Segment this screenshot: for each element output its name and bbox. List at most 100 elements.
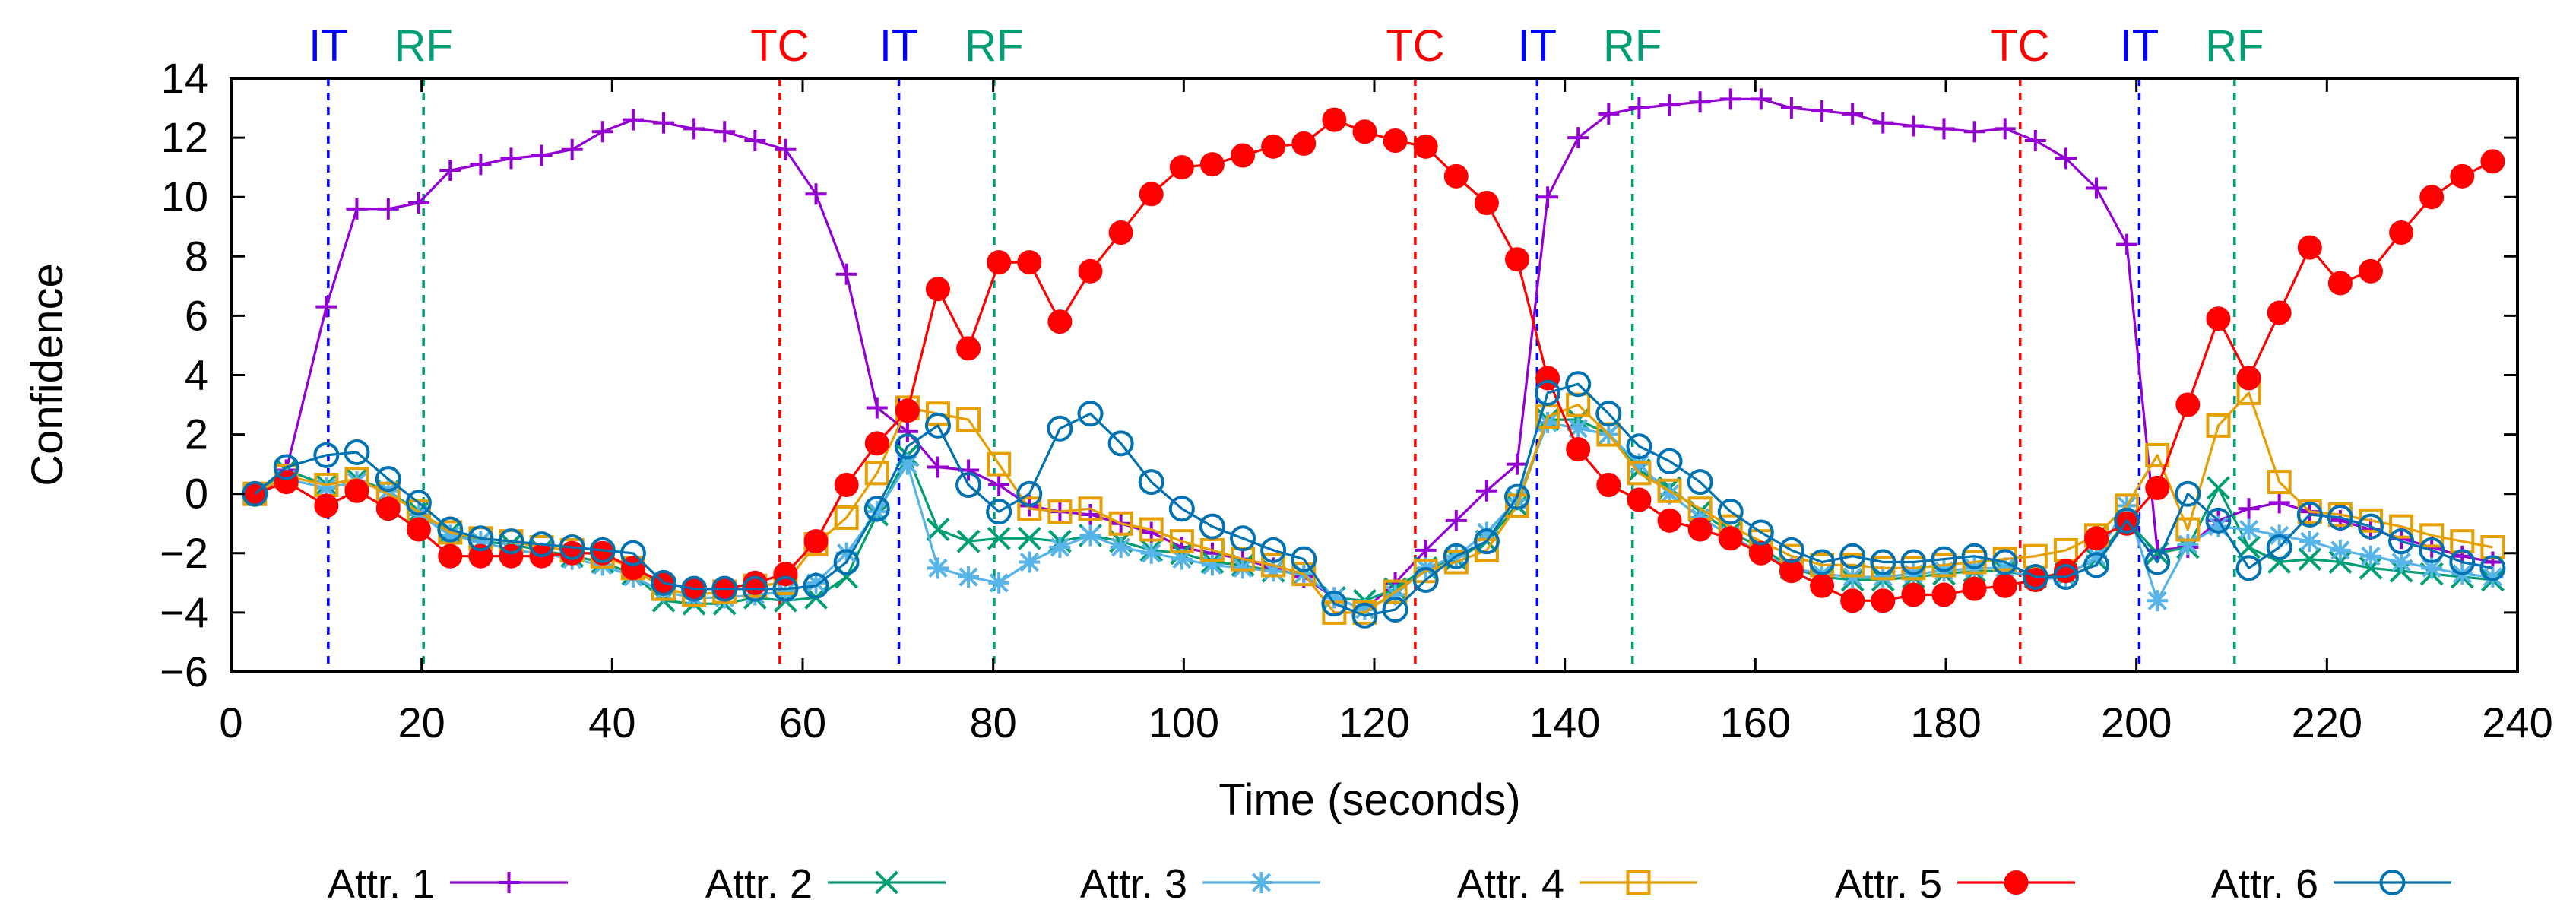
data-point-s4-27 (1078, 496, 1103, 521)
y-tick-label-2: −2 (160, 529, 208, 577)
marker-plus (439, 160, 461, 182)
data-point-s6-28 (1107, 430, 1134, 457)
marker-square (2389, 514, 2414, 539)
marker-filled-circle (1810, 573, 1835, 598)
marker-star (927, 557, 949, 579)
data-point-s5-29 (1139, 182, 1164, 207)
marker-open-circle (1047, 415, 1073, 442)
data-point-s5-46 (1657, 508, 1682, 533)
marker-open-circle (2379, 870, 2406, 895)
y-tick-label-8: 10 (161, 173, 208, 220)
marker-open-circle (2175, 480, 2201, 507)
annotation-label-7: RF (1603, 21, 1662, 71)
data-point-s6-4 (375, 466, 401, 493)
marker-filled-circle (2175, 392, 2201, 417)
marker-open-circle (467, 525, 494, 552)
data-point-s3-23 (958, 566, 980, 588)
marker-square (1108, 511, 1133, 536)
marker-square (864, 461, 889, 486)
marker-star (1171, 548, 1193, 570)
y-tick-label-5: 4 (185, 351, 208, 399)
data-point-s6-72 (2449, 549, 2476, 575)
data-point-s1-22 (927, 456, 949, 478)
marker-filled-circle (1474, 191, 1499, 216)
marker-plus (2116, 233, 2138, 255)
annotation-label-10: RF (2205, 21, 2264, 71)
data-point-s1-19 (835, 263, 857, 285)
data-point-s3-30 (1171, 548, 1193, 570)
data-point-s5-65 (2236, 366, 2261, 391)
marker-open-circle (2235, 555, 2262, 581)
data-point-s3-20 (866, 501, 888, 523)
marker-plus (988, 474, 1010, 496)
marker-filled-circle (2450, 163, 2475, 189)
marker-plus (1689, 91, 1711, 113)
marker-open-circle (2205, 507, 2232, 534)
marker-star (866, 501, 888, 523)
data-point-s3-19 (835, 542, 857, 564)
marker-open-circle (1504, 483, 1530, 510)
marker-filled-circle (375, 496, 401, 521)
marker-star (439, 524, 461, 547)
data-point-s3-46 (1659, 483, 1681, 505)
data-point-s6-51 (1809, 549, 1836, 575)
data-point-s5-27 (1078, 258, 1103, 284)
data-point-s6-34 (1291, 546, 1317, 572)
marker-open-circle (1230, 525, 1256, 552)
data-point-s1-11 (591, 121, 613, 143)
data-point-s3-69 (2359, 545, 2381, 567)
marker-square (1261, 553, 1286, 578)
x-tick-label-5: 100 (1149, 699, 1219, 746)
marker-open-circle (2388, 528, 2415, 555)
data-point-s1-44 (1598, 103, 1620, 125)
marker-square (1627, 461, 1652, 486)
data-point-s1-50 (1780, 97, 1802, 119)
data-point-s6-61 (2114, 507, 2140, 534)
data-point-s1-38 (1415, 539, 1437, 561)
data-point-s5-30 (1169, 155, 1194, 180)
data-point-s3-65 (2238, 518, 2260, 540)
marker-x (2237, 535, 2261, 559)
marker-filled-circle (1871, 588, 1896, 613)
data-point-s5-68 (2327, 271, 2353, 296)
data-point-s6-15 (711, 575, 738, 602)
data-point-s6-63 (2175, 480, 2201, 507)
data-point-s6-35 (1321, 591, 1348, 617)
annotation-label-1: RF (394, 21, 453, 71)
data-point-s5-21 (895, 398, 920, 423)
marker-open-circle (2052, 564, 2079, 591)
marker-star (805, 572, 827, 594)
marker-filled-circle (2004, 870, 2029, 895)
data-point-s3-42 (1537, 411, 1559, 433)
data-point-s5-39 (1443, 163, 1469, 189)
data-point-s1-10 (561, 138, 583, 160)
marker-filled-circle (803, 529, 829, 554)
legend: Attr. 1 Attr. 2 Attr. 3 Attr. 4 Attr. 5 Attr.… (328, 861, 2451, 907)
annotation-label-6: IT (1518, 21, 1557, 71)
data-point-s2-25 (1017, 526, 1041, 550)
marker-open-circle (955, 471, 982, 498)
data-point-s3-43 (1567, 417, 1589, 439)
data-point-s5-22 (925, 277, 950, 302)
marker-filled-circle (314, 493, 339, 518)
y-tick-label-3: 0 (185, 470, 208, 518)
data-point-s5-53 (1871, 588, 1896, 613)
legend-marker-4 (1626, 870, 1651, 895)
data-point-s5-60 (2084, 526, 2109, 551)
annotation-label-2: TC (750, 21, 809, 71)
data-point-s1-21 (896, 420, 918, 442)
marker-plus (622, 109, 644, 131)
x-tick-label-10: 200 (2101, 699, 2172, 746)
data-point-s4-19 (834, 505, 859, 530)
data-point-s6-23 (955, 471, 982, 498)
data-point-s4-23 (956, 407, 981, 432)
marker-open-circle (1291, 546, 1317, 572)
data-point-s4-37 (1383, 579, 1408, 604)
data-point-s5-64 (2206, 306, 2231, 331)
marker-open-circle (2266, 534, 2292, 560)
data-point-s4-20 (864, 461, 889, 486)
data-point-s2-23 (956, 529, 981, 553)
data-point-s5-44 (1596, 472, 1621, 497)
marker-star (2177, 534, 2199, 556)
marker-filled-circle (1687, 517, 1713, 542)
